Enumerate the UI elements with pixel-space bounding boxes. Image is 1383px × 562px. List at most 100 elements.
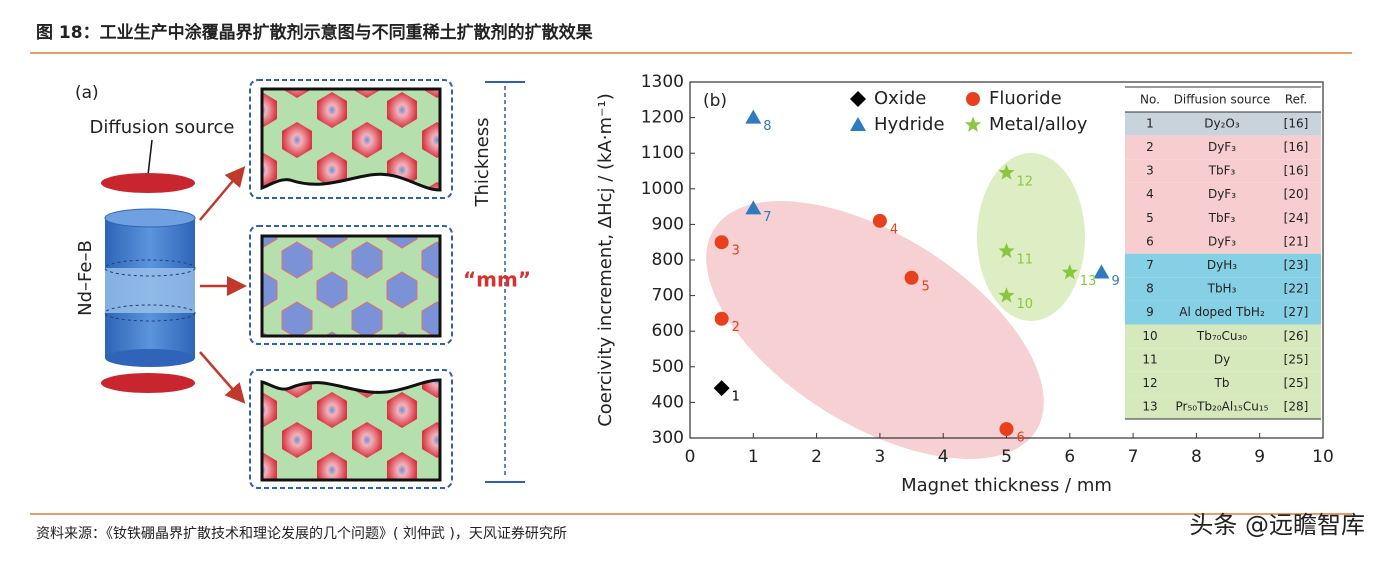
x-tick-label: 10 [1312, 447, 1334, 467]
magnet-label: Nd–Fe–B [75, 240, 96, 316]
panel-b: 0 1 2 3 4 5 6 7 8 9 103004005006007008009001000110… [595, 72, 1334, 496]
arrow [199, 166, 246, 221]
table-cell: Dy₂O₃ [1204, 116, 1240, 130]
y-tick-label: 1000 [641, 179, 684, 199]
marker [904, 270, 919, 285]
table-row [1125, 112, 1321, 136]
point-label: 9 [1111, 274, 1119, 289]
marker [998, 287, 1015, 303]
source-disk [101, 173, 195, 193]
magnet-core [105, 268, 195, 313]
arrow [199, 351, 246, 404]
y-tick-label: 400 [652, 392, 684, 412]
point-label: 8 [763, 119, 771, 134]
marker [1093, 264, 1110, 279]
point-label: 13 [1080, 274, 1097, 289]
table-cell: DyF₃ [1208, 187, 1236, 201]
magnet-bottom [105, 349, 195, 367]
point-label: 3 [732, 244, 740, 259]
point-label: 7 [763, 210, 771, 225]
table-cell: 6 [1146, 234, 1154, 248]
legend-label: Fluoride [989, 88, 1062, 109]
table-cell: 11 [1142, 352, 1157, 366]
table-cell: Tb₇₀Cu₃₀ [1196, 329, 1247, 343]
metal-region [977, 153, 1085, 321]
table-cell: 2 [1146, 140, 1154, 154]
x-tick-label: 4 [938, 447, 949, 467]
legend-label: Oxide [874, 88, 926, 109]
table-cell: 7 [1146, 258, 1154, 272]
y-tick-label: 1200 [641, 108, 684, 128]
table-row [1125, 371, 1321, 396]
x-tick-label: 9 [1254, 447, 1265, 467]
point-label: 4 [890, 222, 898, 237]
table-cell: TbH₃ [1207, 282, 1237, 296]
y-tick-label: 1300 [641, 72, 684, 92]
table-cell: [24] [1284, 211, 1309, 225]
table-cell: [23] [1284, 258, 1309, 272]
magnet-top [104, 208, 196, 228]
table-cell: [28] [1284, 400, 1309, 414]
table-row [1125, 135, 1321, 160]
diffusion-source-label: Diffusion source [90, 117, 235, 138]
table-cell: DyH₃ [1207, 258, 1237, 272]
layer [104, 259, 196, 277]
table-row [1125, 395, 1321, 419]
marker [872, 213, 887, 228]
y-tick-label: 900 [652, 214, 684, 234]
legend-label: Hydride [874, 114, 945, 135]
table-row [1125, 348, 1321, 372]
x-tick-label: 3 [874, 447, 885, 467]
table-cell: [25] [1284, 352, 1309, 366]
x-tick-label: 7 [1128, 447, 1139, 467]
source-disk [101, 373, 195, 393]
table-cell: 12 [1142, 376, 1157, 390]
table-cell: [21] [1284, 234, 1309, 248]
table-row [1125, 182, 1321, 207]
table-cell: TbF₃ [1208, 211, 1236, 225]
table-cell: [20] [1284, 187, 1309, 201]
pointer [147, 139, 153, 176]
table-cell: 13 [1142, 400, 1157, 414]
table-cell: [26] [1284, 329, 1309, 343]
table-cell: 5 [1146, 211, 1154, 225]
y-tick-label: 300 [652, 428, 684, 448]
y-tick-label: 1100 [641, 143, 684, 163]
table-cell: 1 [1146, 116, 1154, 130]
legend-marker [964, 116, 982, 132]
source-note: 资料来源：《钕铁硼晶界扩散技术和理论发展的几个问题》( 刘仲武 )，天风证券研究… [36, 526, 567, 542]
table-cell: Pr₅₀Tb₂₀Al₁₅Cu₁₅ [1176, 400, 1269, 414]
x-tick-label: 2 [811, 447, 822, 467]
table-cell: [22] [1284, 282, 1309, 296]
marker [999, 422, 1014, 437]
table-cell: 9 [1146, 305, 1154, 319]
table-header: No. [1140, 93, 1160, 107]
y-tick-label: 800 [652, 250, 684, 270]
table-cell: 3 [1146, 164, 1154, 178]
panel-a: (a) Diffusion source Nd–Fe–B Thickness “… [75, 79, 531, 489]
table-cell: Tb [1214, 376, 1230, 390]
point-label: 12 [1017, 174, 1034, 189]
table-cell: DyF₃ [1208, 234, 1236, 248]
point-label: 11 [1017, 253, 1034, 268]
panel-label: (b) [703, 91, 727, 111]
table-cell: 8 [1146, 282, 1154, 296]
table-cell: Al doped TbH₂ [1179, 305, 1265, 319]
table-row [1125, 300, 1321, 325]
x-tick-label: 0 [685, 447, 696, 467]
marker [714, 311, 729, 326]
grain-bottom [260, 378, 442, 482]
point-label: 10 [1017, 297, 1034, 312]
table-row [1125, 206, 1321, 231]
grain-top [260, 87, 442, 192]
table-row [1125, 230, 1321, 254]
x-tick-label: 6 [1064, 447, 1075, 467]
y-axis-label: Coercivity increment, ΔHcj / (kA·m⁻¹) [595, 93, 616, 427]
x-tick-label: 8 [1191, 447, 1202, 467]
point-label: 5 [922, 279, 930, 294]
marker [998, 242, 1015, 258]
marker [998, 164, 1015, 180]
legend-marker [850, 117, 866, 131]
legend-label: Metal/alloy [989, 114, 1088, 135]
